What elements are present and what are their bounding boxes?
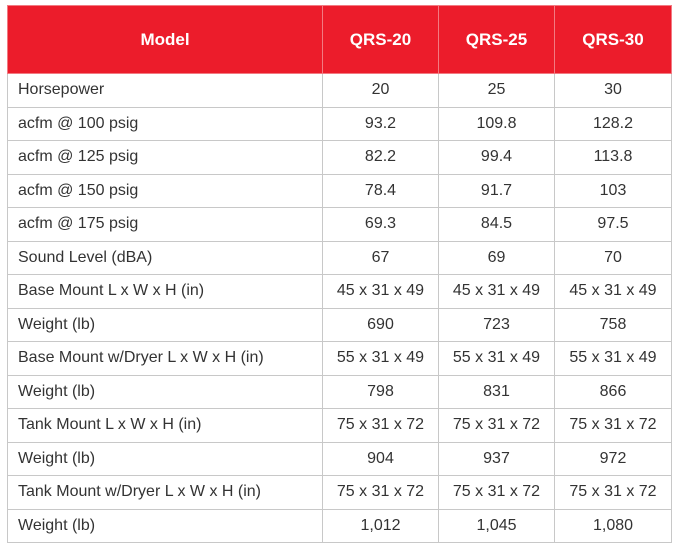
value-cell: 75 x 31 x 72: [554, 475, 672, 510]
row-label: Sound Level (dBA): [7, 240, 323, 275]
value-cell: 45 x 31 x 49: [438, 274, 555, 309]
value-cell: 690: [322, 307, 439, 342]
header-cell: QRS-30: [554, 5, 672, 74]
table-row: Weight (lb) 904 937 972: [7, 441, 672, 476]
row-label: Tank Mount L x W x H (in): [7, 408, 323, 443]
row-label: Weight (lb): [7, 441, 323, 476]
table-row: Weight (lb) 1,012 1,045 1,080: [7, 508, 672, 543]
value-cell: 70: [554, 240, 672, 275]
table-row: acfm @ 100 psig 93.2 109.8 128.2: [7, 106, 672, 141]
value-cell: 69: [438, 240, 555, 275]
row-label: Tank Mount w/Dryer L x W x H (in): [7, 475, 323, 510]
table-row: Base Mount w/Dryer L x W x H (in) 55 x 31…: [7, 341, 672, 376]
row-label: Base Mount w/Dryer L x W x H (in): [7, 341, 323, 376]
value-cell: 75 x 31 x 72: [322, 475, 439, 510]
row-label: Horsepower: [7, 73, 323, 108]
value-cell: 84.5: [438, 207, 555, 242]
value-cell: 972: [554, 441, 672, 476]
table-row: Sound Level (dBA) 67 69 70: [7, 240, 672, 275]
value-cell: 78.4: [322, 173, 439, 208]
value-cell: 30: [554, 73, 672, 108]
value-cell: 75 x 31 x 72: [438, 475, 555, 510]
header-cell: Model: [7, 5, 323, 74]
row-label: acfm @ 150 psig: [7, 173, 323, 208]
spec-table-wrap: Model QRS-20 QRS-25 QRS-30 Horsepower 20 25 30…: [7, 5, 672, 543]
value-cell: 69.3: [322, 207, 439, 242]
value-cell: 109.8: [438, 106, 555, 141]
row-label: Weight (lb): [7, 374, 323, 409]
header-cell: QRS-20: [322, 5, 439, 74]
table-row: acfm @ 125 psig 82.2 99.4 113.8: [7, 140, 672, 175]
table-row: Tank Mount L x W x H (in) 75 x 31 x 72 75 …: [7, 408, 672, 443]
value-cell: 75 x 31 x 72: [554, 408, 672, 443]
table-row: acfm @ 175 psig 69.3 84.5 97.5: [7, 207, 672, 242]
row-label: acfm @ 100 psig: [7, 106, 323, 141]
value-cell: 99.4: [438, 140, 555, 175]
header-row: Model QRS-20 QRS-25 QRS-30: [7, 5, 672, 74]
row-label: acfm @ 175 psig: [7, 207, 323, 242]
row-label: Base Mount L x W x H (in): [7, 274, 323, 309]
value-cell: 97.5: [554, 207, 672, 242]
table-row: Horsepower 20 25 30: [7, 73, 672, 108]
value-cell: 67: [322, 240, 439, 275]
value-cell: 758: [554, 307, 672, 342]
row-label: Weight (lb): [7, 307, 323, 342]
value-cell: 798: [322, 374, 439, 409]
value-cell: 831: [438, 374, 555, 409]
value-cell: 20: [322, 73, 439, 108]
row-label: Weight (lb): [7, 508, 323, 543]
table-body: Horsepower 20 25 30 acfm @ 100 psig 93.2 109.8…: [7, 73, 672, 543]
value-cell: 82.2: [322, 140, 439, 175]
table-row: Weight (lb) 798 831 866: [7, 374, 672, 409]
value-cell: 75 x 31 x 72: [438, 408, 555, 443]
value-cell: 128.2: [554, 106, 672, 141]
table-row: Weight (lb) 690 723 758: [7, 307, 672, 342]
value-cell: 93.2: [322, 106, 439, 141]
value-cell: 55 x 31 x 49: [438, 341, 555, 376]
value-cell: 1,045: [438, 508, 555, 543]
row-label: acfm @ 125 psig: [7, 140, 323, 175]
table-row: Tank Mount w/Dryer L x W x H (in) 75 x 31…: [7, 475, 672, 510]
value-cell: 75 x 31 x 72: [322, 408, 439, 443]
value-cell: 25: [438, 73, 555, 108]
value-cell: 45 x 31 x 49: [322, 274, 439, 309]
value-cell: 904: [322, 441, 439, 476]
header-cell: QRS-25: [438, 5, 555, 74]
value-cell: 723: [438, 307, 555, 342]
value-cell: 45 x 31 x 49: [554, 274, 672, 309]
value-cell: 866: [554, 374, 672, 409]
table-row: Base Mount L x W x H (in) 45 x 31 x 49 45 …: [7, 274, 672, 309]
value-cell: 1,012: [322, 508, 439, 543]
value-cell: 55 x 31 x 49: [554, 341, 672, 376]
spec-table: Model QRS-20 QRS-25 QRS-30 Horsepower 20 25 30…: [7, 5, 672, 543]
value-cell: 937: [438, 441, 555, 476]
value-cell: 55 x 31 x 49: [322, 341, 439, 376]
value-cell: 103: [554, 173, 672, 208]
value-cell: 1,080: [554, 508, 672, 543]
value-cell: 113.8: [554, 140, 672, 175]
table-row: acfm @ 150 psig 78.4 91.7 103: [7, 173, 672, 208]
value-cell: 91.7: [438, 173, 555, 208]
